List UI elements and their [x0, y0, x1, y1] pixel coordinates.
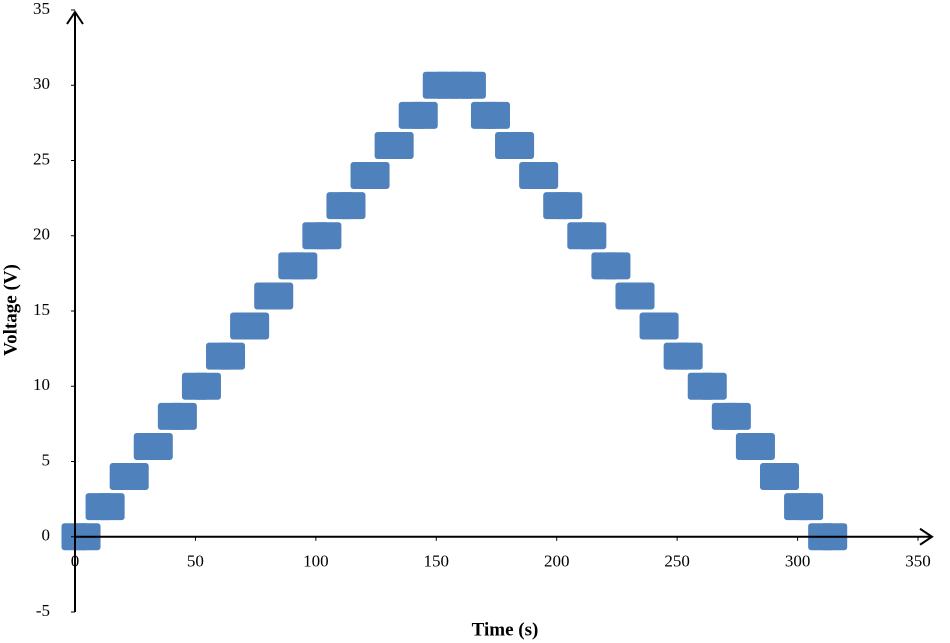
x-tick-label: 150 — [424, 552, 450, 571]
marker — [579, 222, 607, 250]
y-tick-label: 5 — [42, 450, 51, 469]
x-tick-label: 200 — [544, 552, 570, 571]
marker — [410, 101, 438, 129]
marker — [97, 493, 125, 521]
y-tick-label: 20 — [33, 225, 50, 244]
x-tick-label: 100 — [303, 552, 329, 571]
marker — [242, 312, 270, 340]
marker — [723, 402, 751, 430]
marker — [314, 222, 342, 250]
marker — [603, 252, 631, 280]
x-tick-label: 250 — [664, 552, 690, 571]
marker — [458, 71, 486, 99]
x-tick-label: 50 — [187, 552, 204, 571]
marker — [772, 463, 800, 491]
marker — [747, 432, 775, 460]
y-axis-title: Voltage (V) — [0, 264, 21, 356]
marker — [266, 282, 294, 310]
y-tick-label: 30 — [33, 74, 50, 93]
marker — [507, 131, 535, 159]
y-tick-label: 15 — [33, 300, 50, 319]
x-axis-title: Time (s) — [472, 619, 539, 640]
x-tick-label: 350 — [905, 552, 931, 571]
marker — [675, 342, 703, 370]
marker — [531, 162, 559, 190]
marker — [555, 192, 583, 220]
y-tick-label: 10 — [33, 375, 50, 394]
marker — [169, 402, 197, 430]
marker — [145, 432, 173, 460]
y-tick-label: 25 — [33, 149, 50, 168]
marker — [699, 372, 727, 400]
y-tick-label: -5 — [36, 601, 50, 620]
marker — [338, 192, 366, 220]
x-axis-arrow — [919, 527, 934, 546]
marker — [627, 282, 655, 310]
marker — [651, 312, 679, 340]
marker — [290, 252, 318, 280]
marker — [218, 342, 246, 370]
marker — [193, 372, 221, 400]
marker — [483, 101, 510, 129]
x-tick-label: 300 — [785, 552, 811, 571]
marker — [362, 162, 390, 190]
marker — [386, 131, 414, 159]
x-tick-label: 0 — [71, 552, 80, 571]
marker — [121, 463, 149, 491]
marker — [796, 493, 824, 521]
y-axis-arrow — [66, 10, 84, 25]
y-tick-label: 0 — [42, 526, 51, 545]
y-tick-label: 35 — [33, 0, 50, 18]
